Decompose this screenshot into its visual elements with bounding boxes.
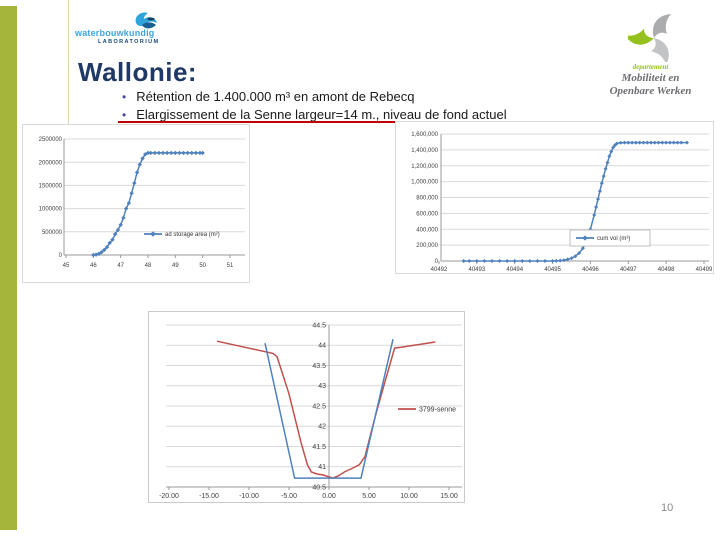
bullet-elargissement-text: Elargissement de la Senne largeur=14 m.,… xyxy=(136,107,507,122)
page-number: 10 xyxy=(661,502,674,514)
svg-text:44.5: 44.5 xyxy=(312,322,326,329)
bullet-dot: • xyxy=(122,108,127,122)
svg-text:1,600,000: 1,600,000 xyxy=(411,132,438,138)
svg-text:46: 46 xyxy=(90,263,97,269)
svg-text:1,200,000: 1,200,000 xyxy=(411,164,438,170)
vertical-separator-line xyxy=(68,0,69,125)
svg-text:-15.00: -15.00 xyxy=(199,493,219,500)
svg-text:42: 42 xyxy=(318,424,326,431)
svg-text:-5.00: -5.00 xyxy=(281,493,297,500)
svg-text:3799-senne: 3799-senne xyxy=(419,406,456,413)
svg-text:1000000: 1000000 xyxy=(39,207,63,213)
page-title: Wallonie: xyxy=(78,57,198,87)
svg-text:1,400,000: 1,400,000 xyxy=(411,148,438,154)
svg-text:2000000: 2000000 xyxy=(39,160,63,166)
svg-text:10.00: 10.00 xyxy=(400,493,418,500)
svg-text:40.5: 40.5 xyxy=(312,484,326,491)
water-swirl-icon xyxy=(133,10,159,37)
svg-text:200,000: 200,000 xyxy=(416,243,438,249)
chart-storage-area: 45 46 47 48 49 50 51 0 500000 1000000 1500000 20000… xyxy=(22,124,250,283)
svg-text:500000: 500000 xyxy=(42,230,63,236)
chart-cross-section-senne: -20.00 -15.00 -10.00 -5.00 0.00 5.00 10.00 15.0… xyxy=(148,311,465,503)
logo-right-line3: Openbare Werken xyxy=(609,85,692,97)
svg-text:43: 43 xyxy=(318,383,326,390)
red-underline xyxy=(118,121,554,123)
logo-left-line2: LABORATORIUM xyxy=(98,39,160,45)
svg-text:51: 51 xyxy=(227,263,234,269)
logo-right-line1: departement xyxy=(632,63,669,71)
waterbouwkundig-laboratorium-logo: waterbouwkundig LABORATORIUM xyxy=(75,8,185,48)
svg-text:43.5: 43.5 xyxy=(312,363,326,370)
svg-text:1500000: 1500000 xyxy=(39,184,63,190)
svg-text:5.00: 5.00 xyxy=(362,493,376,500)
svg-text:2500000: 2500000 xyxy=(39,137,63,143)
svg-text:41: 41 xyxy=(318,464,326,471)
svg-text:45: 45 xyxy=(63,263,70,269)
svg-text:0.00: 0.00 xyxy=(322,493,336,500)
svg-text:15.00: 15.00 xyxy=(440,493,458,500)
svg-text:47: 47 xyxy=(117,263,124,269)
svg-text:40492: 40492 xyxy=(431,267,448,273)
bullet-elargissement: • Elargissement de la Senne largeur=14 m.… xyxy=(122,107,507,122)
svg-text:400,000: 400,000 xyxy=(416,227,438,233)
svg-text:40498: 40498 xyxy=(658,267,675,273)
svg-text:40495: 40495 xyxy=(544,267,561,273)
departement-mow-logo: departement Mobiliteit en Openbare Werke… xyxy=(588,8,713,100)
svg-text:ad storage area (m²): ad storage area (m²) xyxy=(165,232,220,238)
svg-text:40497: 40497 xyxy=(620,267,637,273)
chart3-svg: -20.00 -15.00 -10.00 -5.00 0.00 5.00 10.00 15.0… xyxy=(159,322,462,500)
svg-text:50: 50 xyxy=(199,263,206,269)
svg-text:40499: 40499 xyxy=(696,267,713,273)
svg-text:41.5: 41.5 xyxy=(312,444,326,451)
svg-text:-20.00: -20.00 xyxy=(159,493,179,500)
svg-text:48: 48 xyxy=(145,263,152,269)
svg-text:49: 49 xyxy=(172,263,179,269)
logo-right-line2: Mobiliteit en xyxy=(621,72,680,84)
svg-text:40494: 40494 xyxy=(506,267,523,273)
svg-text:40493: 40493 xyxy=(469,267,486,273)
chart2-svg: 40492 40493 40494 40495 40496 40497 40498 40499… xyxy=(411,132,713,273)
svg-text:600,000: 600,000 xyxy=(416,211,438,217)
svg-text:1,000,000: 1,000,000 xyxy=(411,180,438,186)
svg-text:cum vol (m³): cum vol (m³) xyxy=(597,236,630,242)
bullet-retention-text: Rétention de 1.400.000 m³ en amont de Re… xyxy=(136,89,415,104)
svg-text:800,000: 800,000 xyxy=(416,196,438,202)
bullet-dot: • xyxy=(122,90,127,104)
chart-cumulative-volume: 40492 40493 40494 40495 40496 40497 40498 40499… xyxy=(395,121,714,274)
bullet-retention: • Rétention de 1.400.000 m³ en amont de R… xyxy=(122,89,414,104)
svg-text:40496: 40496 xyxy=(582,267,599,273)
chart1-svg: 45 46 47 48 49 50 51 0 500000 1000000 1500000 20000… xyxy=(39,137,245,269)
svg-text:44: 44 xyxy=(318,343,326,350)
svg-text:0: 0 xyxy=(59,253,63,259)
svg-text:-10.00: -10.00 xyxy=(239,493,259,500)
logo-left-line1: waterbouwkundig xyxy=(75,28,155,38)
svg-text:42.5: 42.5 xyxy=(312,403,326,410)
left-accent-bar xyxy=(0,6,17,530)
svg-text:0: 0 xyxy=(435,259,439,265)
pinwheel-icon xyxy=(624,12,680,67)
